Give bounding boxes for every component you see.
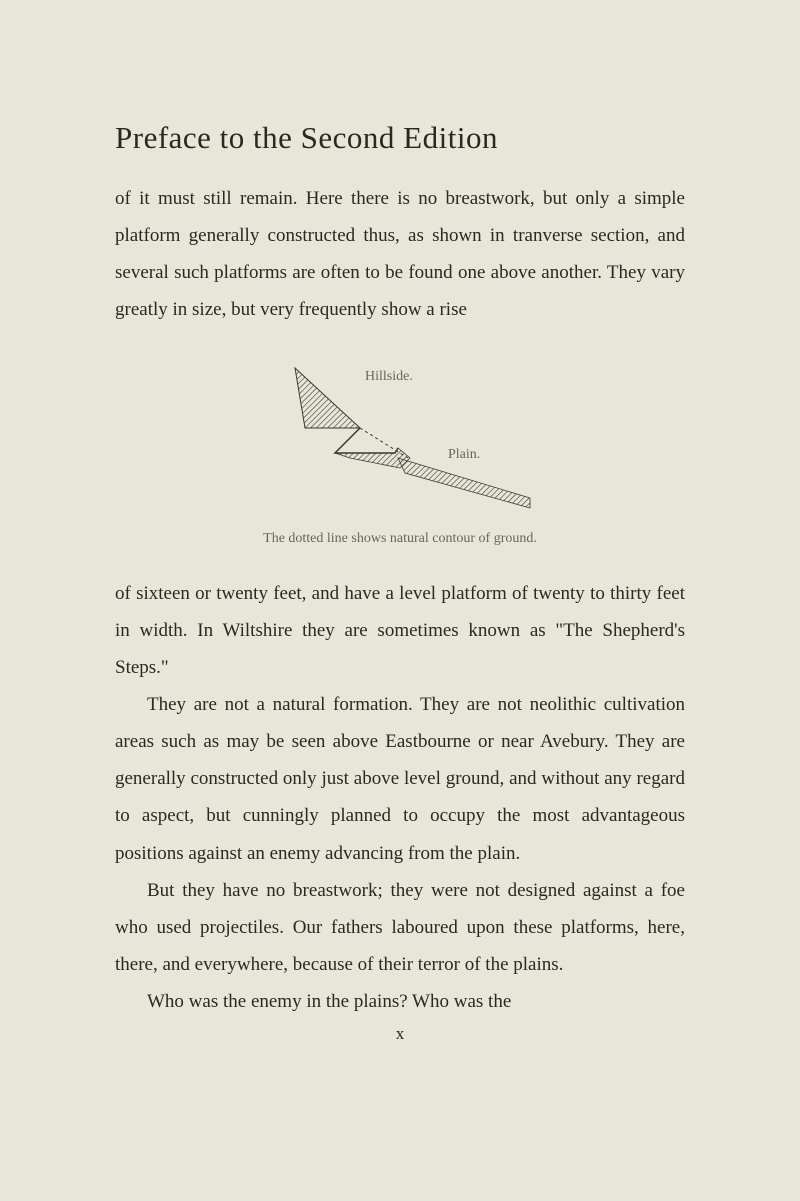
hillside-label: Hillside.: [365, 369, 413, 384]
diagram-svg: Hillside. Plain.: [250, 358, 550, 518]
paragraph-5: Who was the enemy in the plains? Who was…: [115, 983, 685, 1020]
diagram-caption: The dotted line shows natural contour of…: [115, 531, 685, 547]
page-marker: x: [115, 1024, 685, 1044]
hillside-diagram: Hillside. Plain. The dotted line shows n…: [115, 358, 685, 547]
paragraph-1: of it must still remain. Here there is n…: [115, 180, 685, 328]
paragraph-2: of sixteen or twenty feet, and have a le…: [115, 575, 685, 686]
paragraph-4: But they have no breastwork; they were n…: [115, 872, 685, 983]
page-content: Preface to the Second Edition of it must…: [0, 0, 800, 1044]
paragraph-3: They are not a natural formation. They a…: [115, 686, 685, 871]
plain-label: Plain.: [448, 447, 480, 462]
page-title: Preface to the Second Edition: [115, 120, 685, 156]
